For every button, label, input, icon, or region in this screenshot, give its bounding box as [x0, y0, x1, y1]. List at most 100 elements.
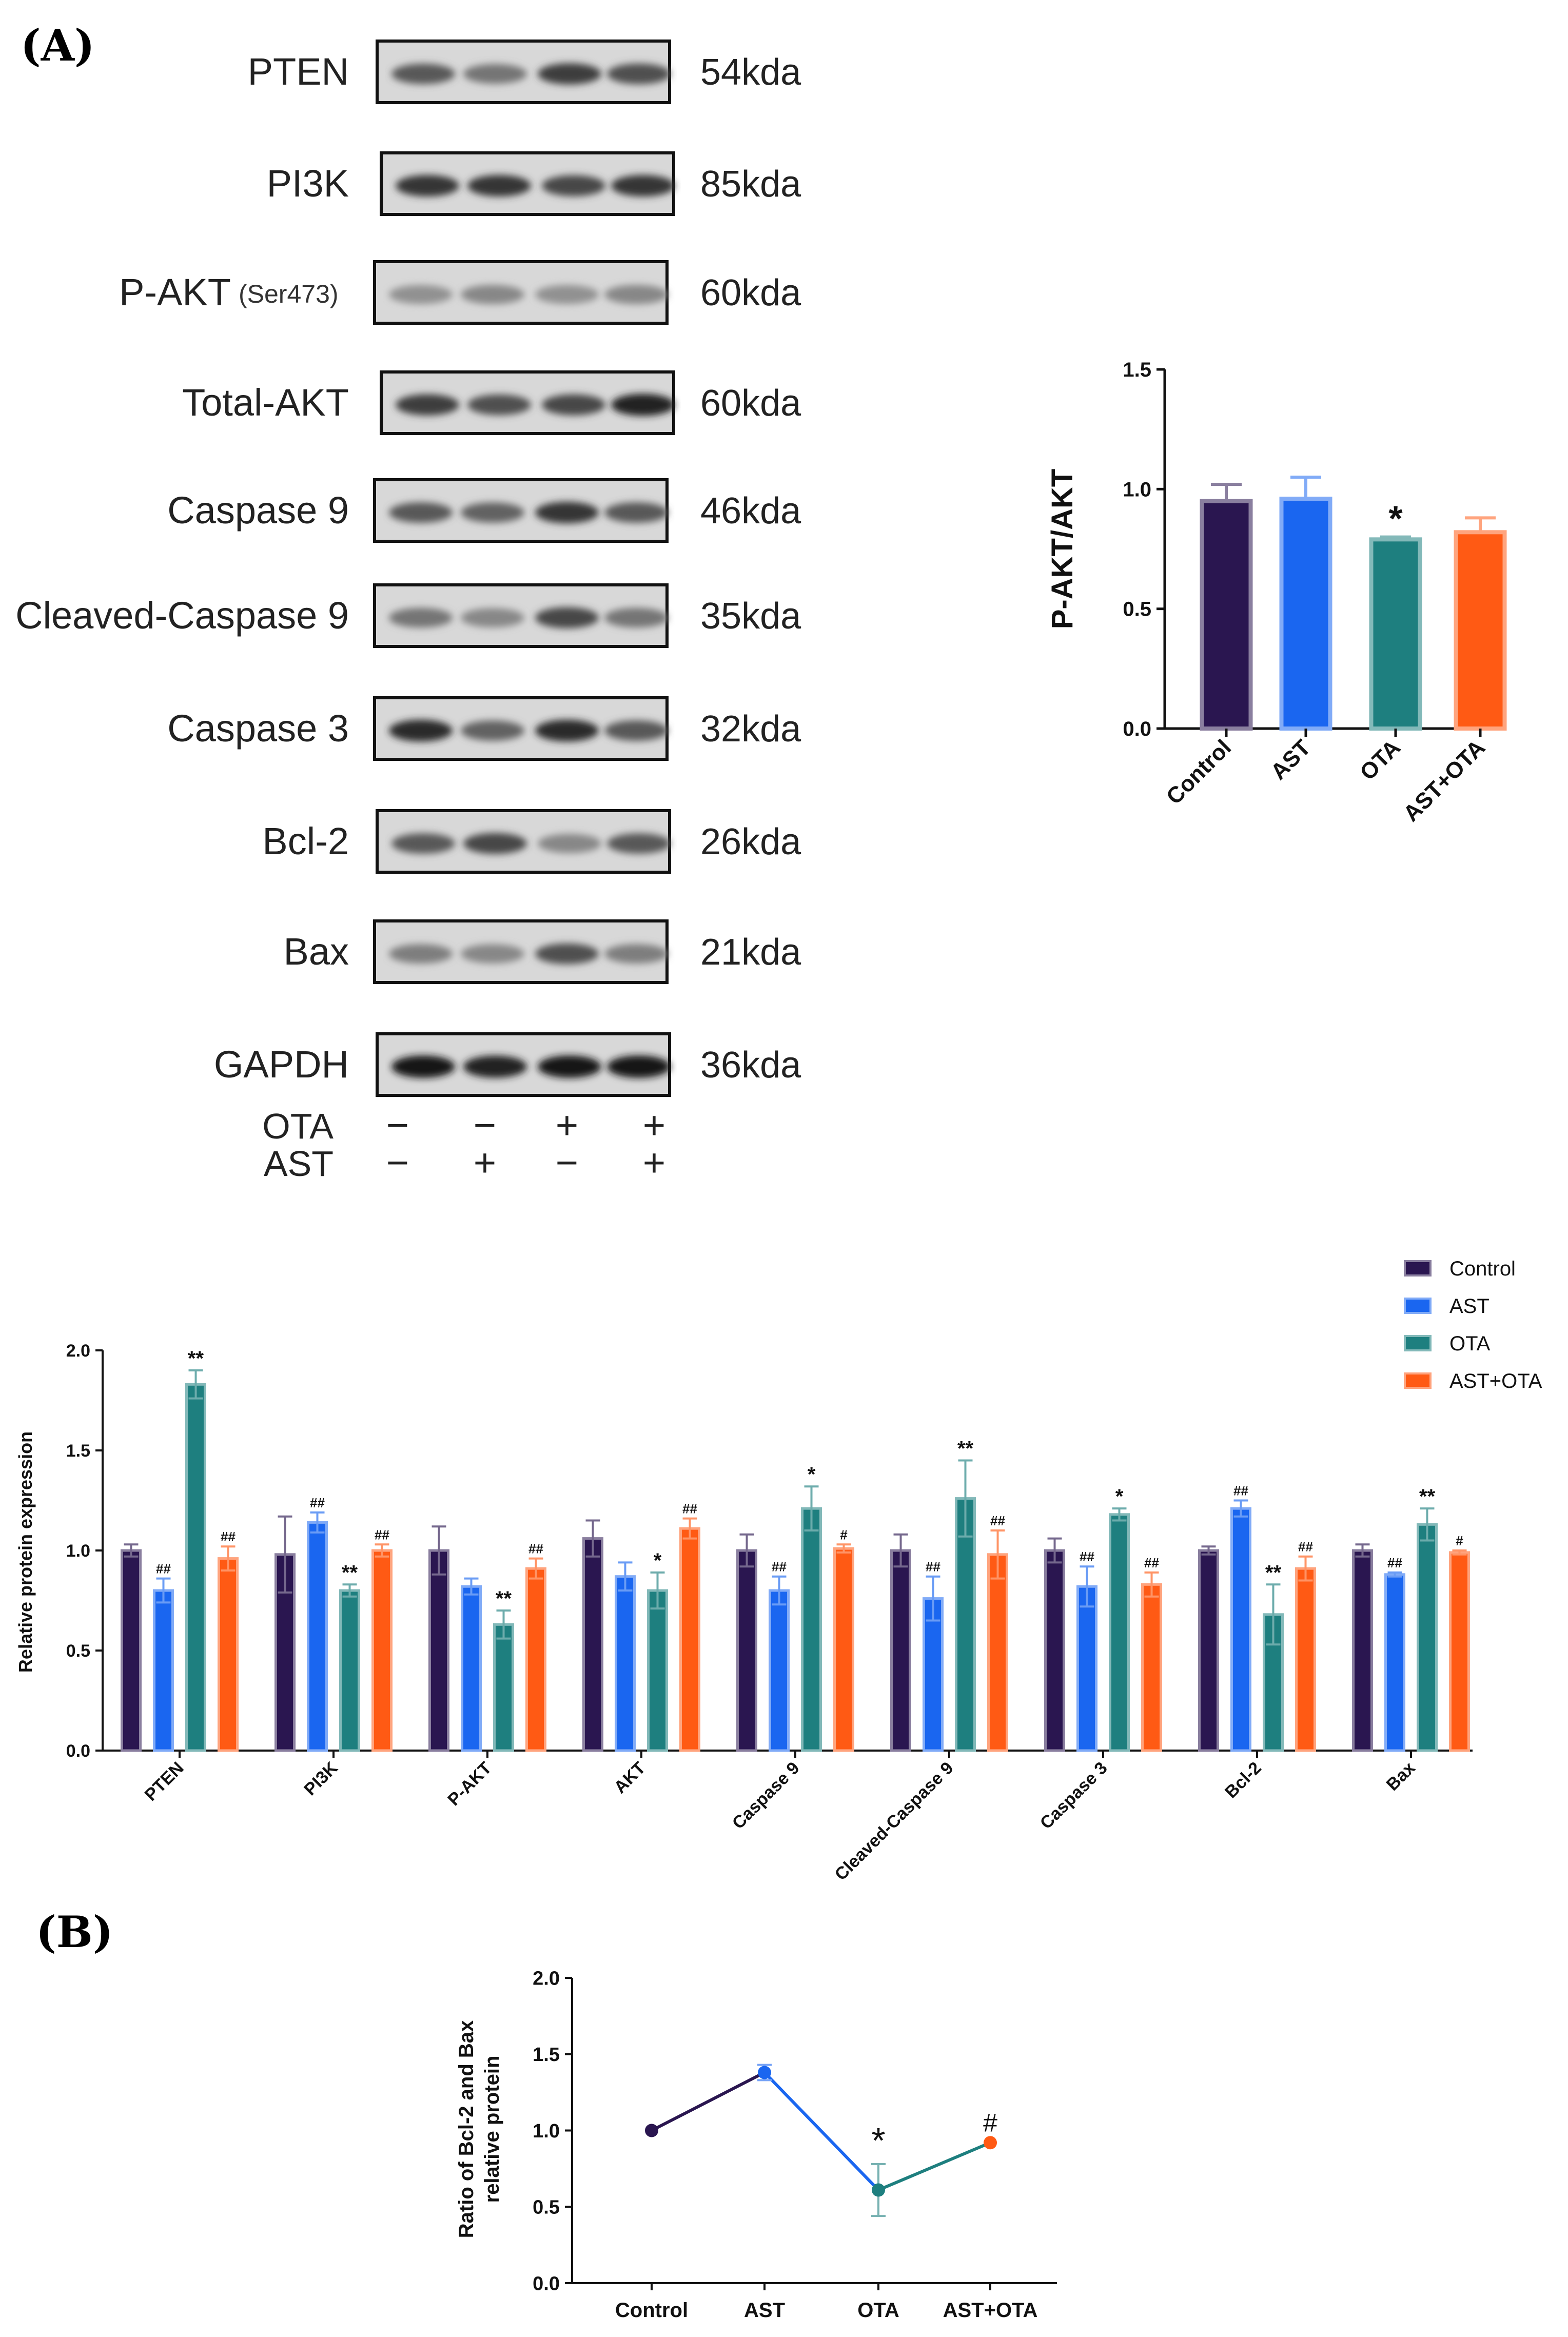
- x-tick-label: PI3K: [300, 1758, 342, 1799]
- molecular-weight-label: 46kda: [700, 490, 801, 532]
- significance-marker: ##: [156, 1561, 171, 1577]
- y-tick-label: 2.0: [66, 1341, 90, 1361]
- significance-marker: ##: [1298, 1539, 1313, 1555]
- blot-protein-label: P-AKT: [119, 271, 231, 313]
- blot-protein-label: PI3K: [267, 162, 349, 205]
- x-tick-label: AST: [744, 2299, 785, 2322]
- y-tick-label: 0.5: [66, 1641, 90, 1661]
- blot-band: [542, 394, 605, 416]
- legend-swatch: [1404, 1335, 1432, 1351]
- panel-label-a: (A): [21, 20, 95, 71]
- blot-band: [461, 720, 524, 741]
- bar: [1384, 1573, 1405, 1752]
- blot-band: [461, 608, 524, 627]
- x-tick-label: Bcl-2: [1221, 1758, 1265, 1802]
- blot-band: [607, 1055, 671, 1078]
- panel-label-b: (B): [36, 1907, 113, 1957]
- blot-protein-label: Bcl-2: [262, 820, 349, 862]
- series-line-segment: [763, 2071, 880, 2191]
- blot-protein-label: GAPDH: [214, 1043, 349, 1086]
- blot-protein-label: PTEN: [248, 50, 349, 93]
- molecular-weight-label: 36kda: [700, 1045, 801, 1086]
- bar: [428, 1549, 449, 1752]
- relative-protein-bar-chart: 0.0 0.5 1.0 1.5 2.0 Relative protein expressi…: [15, 1258, 1542, 1884]
- bar: [1044, 1549, 1065, 1752]
- bar: [679, 1527, 700, 1752]
- significance-marker: **: [342, 1561, 358, 1584]
- legend-label: AST: [1449, 1295, 1489, 1318]
- blot-row: P-AKT (Ser473) 60kda: [119, 260, 801, 325]
- blot-band: [389, 502, 453, 523]
- blot-band: [604, 607, 668, 628]
- blot-protein-label: Caspase 3: [167, 707, 349, 750]
- molecular-weight-label: 26kda: [700, 821, 801, 862]
- significance-marker: *: [654, 1549, 662, 1572]
- x-tick-label: PTEN: [141, 1758, 188, 1805]
- bar: [185, 1383, 206, 1752]
- treatment-row: OTA − − + +: [262, 1104, 665, 1147]
- y-tick-label: 0.0: [533, 2273, 560, 2294]
- legend-label: Control: [1449, 1258, 1516, 1280]
- y-tick-label: 1.0: [1123, 478, 1151, 501]
- bar: [615, 1575, 636, 1752]
- significance-marker: **: [188, 1347, 204, 1370]
- blot-band: [535, 719, 599, 742]
- significance-marker: ##: [772, 1559, 787, 1575]
- blot-protein-label: Total-AKT: [182, 381, 349, 424]
- bar: [371, 1549, 393, 1752]
- bar: [801, 1507, 822, 1752]
- x-tick-label: AKT: [610, 1758, 649, 1797]
- significance-marker: ##: [1144, 1555, 1159, 1570]
- bar: [769, 1589, 790, 1752]
- treatment-label: AST: [264, 1144, 334, 1184]
- blot-band: [538, 834, 601, 853]
- data-point: [984, 2136, 997, 2150]
- molecular-weight-label: 35kda: [700, 596, 801, 637]
- blot-band: [467, 394, 531, 416]
- bar: [218, 1557, 239, 1752]
- y-axis-title-line1: Ratio of Bcl-2 and Bax: [455, 2020, 478, 2238]
- x-tick-label: Caspase 3: [1036, 1758, 1111, 1833]
- significance-marker: ##: [926, 1559, 940, 1575]
- y-tick-label: 0.0: [66, 1741, 90, 1761]
- treatment-sign: −: [556, 1141, 578, 1185]
- y-tick-label: 1.5: [1123, 359, 1151, 381]
- blot-row: PTEN 54kda: [248, 40, 801, 104]
- treatment-row: AST − + − +: [264, 1141, 665, 1185]
- blot-row: Caspase 3 32kda: [167, 696, 801, 761]
- legend-swatch: [1404, 1260, 1432, 1276]
- data-point: [872, 2183, 885, 2197]
- treatment-sign: −: [386, 1104, 409, 1147]
- y-tick-label: 1.0: [533, 2120, 560, 2142]
- blot-band: [396, 394, 459, 416]
- blot-row: Caspase 9 46kda: [167, 478, 801, 543]
- data-point: [758, 2066, 771, 2079]
- bar: [461, 1585, 482, 1752]
- blot-row: GAPDH 36kda: [214, 1032, 801, 1097]
- treatment-sign: −: [386, 1141, 409, 1185]
- treatment-label: OTA: [262, 1106, 334, 1146]
- bar: [1369, 537, 1422, 731]
- treatment-sign: +: [643, 1104, 665, 1147]
- molecular-weight-label: 54kda: [700, 52, 801, 93]
- significance-marker: **: [1419, 1485, 1436, 1508]
- blot-band: [463, 64, 527, 84]
- series-line-segment: [651, 2071, 766, 2132]
- blot-band: [535, 607, 599, 629]
- blot-band: [611, 175, 675, 197]
- bar: [339, 1589, 360, 1752]
- blot-band: [396, 175, 459, 197]
- blot-band: [607, 63, 671, 85]
- blot-band: [461, 285, 524, 304]
- blot-band: [467, 175, 531, 197]
- significance-marker: ##: [1233, 1483, 1248, 1499]
- blot-band: [389, 285, 453, 304]
- bar: [307, 1521, 328, 1752]
- significance-marker: #: [1456, 1533, 1463, 1548]
- molecular-weight-label: 32kda: [700, 709, 801, 750]
- significance-marker: **: [496, 1587, 512, 1610]
- bar: [987, 1553, 1008, 1752]
- blot-band: [391, 64, 455, 84]
- significance-marker: **: [957, 1438, 974, 1460]
- blot-band: [535, 502, 599, 523]
